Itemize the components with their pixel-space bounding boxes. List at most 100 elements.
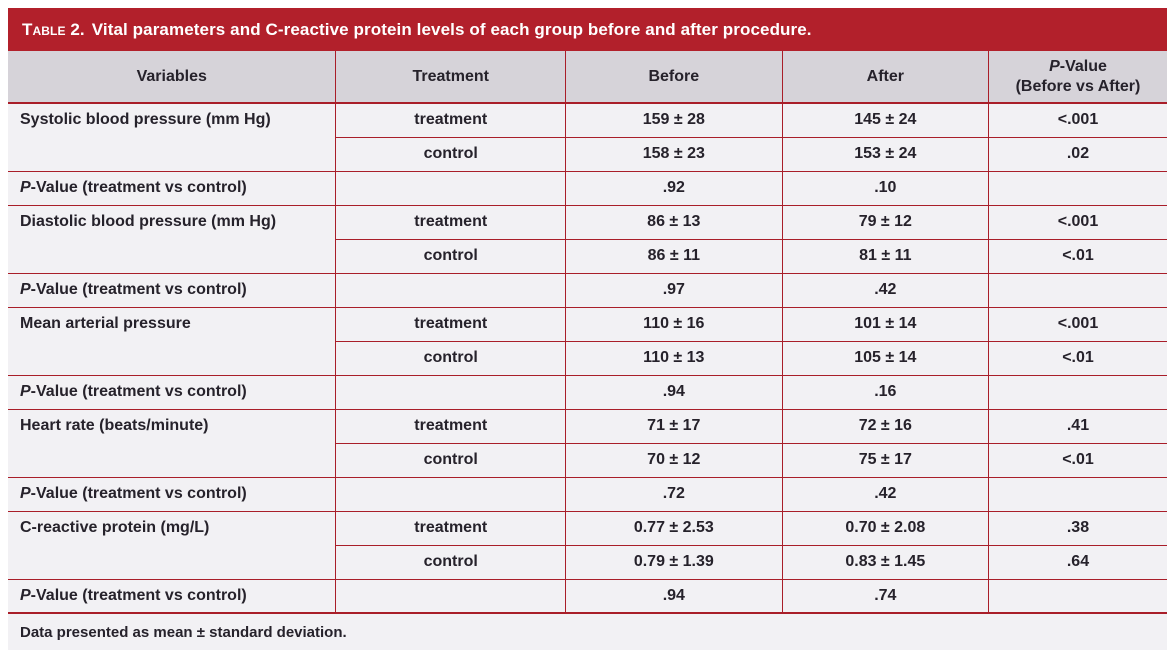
value-cell-before: 0.79 ± 1.39 [564, 544, 783, 580]
table-row-pvalue: P-Value (treatment vs control) .94 .74 [8, 578, 1167, 614]
column-header-after: After [781, 51, 989, 104]
column-header-treatment: Treatment [335, 51, 566, 104]
table-row-pvalue: P-Value (treatment vs control) .97 .42 [8, 272, 1167, 308]
pvalue-label-italic: P [20, 485, 31, 502]
row-pvalue-label: P-Value (treatment vs control) [8, 374, 337, 410]
table-footnote: Data presented as mean ± standard deviat… [8, 614, 1167, 650]
empty-cell [987, 476, 1167, 512]
value-cell-before: .92 [564, 170, 783, 206]
group-label-cell: treatment [335, 306, 566, 342]
pvalue-label-rest: -Value (treatment vs control) [30, 179, 247, 196]
value-cell-before: 71 ± 17 [564, 408, 783, 444]
value-cell-after: 0.83 ± 1.45 [781, 544, 989, 580]
table-row: control 110 ± 13 105 ± 14 <.01 [8, 340, 1167, 376]
column-header-before: Before [564, 51, 783, 104]
table-row-pvalue: P-Value (treatment vs control) .92 .10 [8, 170, 1167, 206]
empty-cell [987, 170, 1167, 206]
table-row: Diastolic blood pressure (mm Hg) treatme… [8, 204, 1167, 274]
pvalue-cell: <.01 [987, 238, 1167, 274]
row-pvalue-label: P-Value (treatment vs control) [8, 272, 337, 308]
value-cell-after: .42 [781, 272, 989, 308]
pvalue-cell: <.01 [987, 340, 1167, 376]
row-pvalue-label: P-Value (treatment vs control) [8, 476, 337, 512]
group-label-cell: treatment [335, 408, 566, 444]
value-cell-before: .94 [564, 578, 783, 614]
value-cell-after: .10 [781, 170, 989, 206]
pvalue-cell: .38 [987, 510, 1167, 546]
group-label-cell: treatment [335, 510, 566, 546]
value-cell-before: 159 ± 28 [564, 102, 783, 138]
pvalue-header-line2: (Before vs After) [1015, 77, 1141, 95]
table-2-block: Table 2. Vital parameters and C-reactive… [8, 8, 1167, 650]
value-cell-before: .97 [564, 272, 783, 308]
row-pvalue-label: P-Value (treatment vs control) [8, 578, 337, 614]
value-cell-before: 110 ± 16 [564, 306, 783, 342]
value-cell-after: .42 [781, 476, 989, 512]
value-cell-before: 86 ± 13 [564, 204, 783, 240]
header-row: Variables Treatment Before After P-Value… [8, 51, 1167, 104]
table-row: Mean arterial pressure treatment 110 ± 1… [8, 306, 1167, 376]
table-row-pvalue: P-Value (treatment vs control) .94 .16 [8, 374, 1167, 410]
group-label-cell: treatment [335, 102, 566, 138]
empty-cell [335, 170, 566, 206]
pvalue-cell: .64 [987, 544, 1167, 580]
vital-parameters-table: Variables Treatment Before After P-Value… [8, 51, 1167, 614]
pvalue-label-italic: P [20, 383, 31, 400]
pvalue-cell: <.01 [987, 442, 1167, 478]
value-cell-before: .94 [564, 374, 783, 410]
value-cell-before: .72 [564, 476, 783, 512]
variable-name-cell: Diastolic blood pressure (mm Hg) [8, 204, 337, 274]
pvalue-cell: .02 [987, 136, 1167, 172]
table-row: control 0.79 ± 1.39 0.83 ± 1.45 .64 [8, 544, 1167, 580]
pvalue-label-rest: -Value (treatment vs control) [30, 485, 247, 502]
table-title-text: Vital parameters and C-reactive protein … [91, 19, 812, 39]
value-cell-after: 79 ± 12 [781, 204, 989, 240]
empty-cell [987, 272, 1167, 308]
group-label-cell: control [335, 136, 566, 172]
value-cell-after: 0.70 ± 2.08 [781, 510, 989, 546]
empty-cell [335, 272, 566, 308]
value-cell-after: 153 ± 24 [781, 136, 989, 172]
value-cell-after: .74 [781, 578, 989, 614]
pvalue-header-rest: -Value [1059, 57, 1107, 75]
variable-name-cell: Mean arterial pressure [8, 306, 337, 376]
table-row: C-reactive protein (mg/L) treatment 0.77… [8, 510, 1167, 580]
pvalue-cell: <.001 [987, 102, 1167, 138]
pvalue-label-rest: -Value (treatment vs control) [30, 586, 247, 604]
value-cell-after: 81 ± 11 [781, 238, 989, 274]
table-row: control 70 ± 12 75 ± 17 <.01 [8, 442, 1167, 478]
value-cell-after: 145 ± 24 [781, 102, 989, 138]
variable-name-cell: Systolic blood pressure (mm Hg) [8, 102, 337, 172]
pvalue-label-italic: P [20, 586, 31, 604]
pvalue-label-italic: P [20, 179, 31, 196]
table-row: Systolic blood pressure (mm Hg) treatmen… [8, 102, 1167, 172]
table-row-pvalue: P-Value (treatment vs control) .72 .42 [8, 476, 1167, 512]
value-cell-after: .16 [781, 374, 989, 410]
pvalue-label-rest: -Value (treatment vs control) [30, 281, 247, 298]
empty-cell [335, 374, 566, 410]
value-cell-before: 70 ± 12 [564, 442, 783, 478]
column-header-pvalue: P-Value (Before vs After) [987, 51, 1167, 104]
group-label-cell: control [335, 544, 566, 580]
value-cell-before: 110 ± 13 [564, 340, 783, 376]
variable-name-cell: C-reactive protein (mg/L) [8, 510, 337, 580]
pvalue-cell: .41 [987, 408, 1167, 444]
table-row: Heart rate (beats/minute) treatment 71 ±… [8, 408, 1167, 478]
group-label-cell: treatment [335, 204, 566, 240]
empty-cell [335, 476, 566, 512]
value-cell-before: 158 ± 23 [564, 136, 783, 172]
pvalue-cell: <.001 [987, 306, 1167, 342]
row-pvalue-label: P-Value (treatment vs control) [8, 170, 337, 206]
pvalue-label-rest: -Value (treatment vs control) [30, 383, 247, 400]
table-title-label: Table 2. [22, 19, 85, 39]
variable-name-cell: Heart rate (beats/minute) [8, 408, 337, 478]
value-cell-before: 86 ± 11 [564, 238, 783, 274]
group-label-cell: control [335, 442, 566, 478]
pvalue-cell: <.001 [987, 204, 1167, 240]
pvalue-label-italic: P [20, 281, 31, 298]
value-cell-after: 72 ± 16 [781, 408, 989, 444]
table-title-bar: Table 2. Vital parameters and C-reactive… [8, 8, 1167, 51]
pvalue-header-italic: P [1049, 57, 1060, 75]
table-row: control 86 ± 11 81 ± 11 <.01 [8, 238, 1167, 274]
column-header-variables: Variables [8, 51, 337, 104]
